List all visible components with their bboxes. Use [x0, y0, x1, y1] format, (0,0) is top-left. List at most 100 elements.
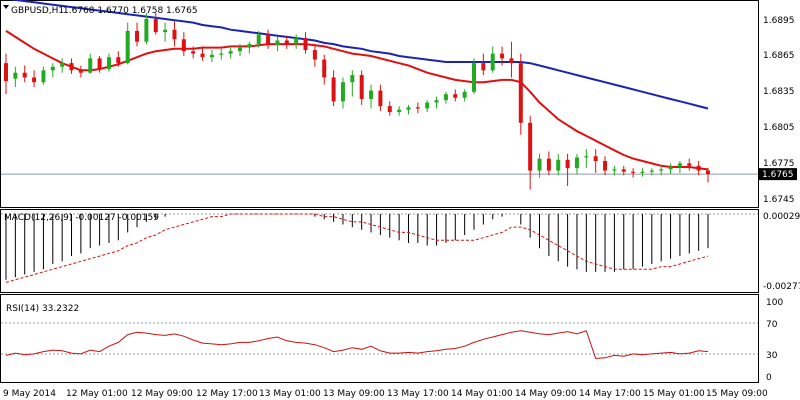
candle-body — [209, 54, 214, 58]
price-tick-label: 1.6805 — [763, 123, 795, 133]
candle-body — [706, 170, 710, 175]
candle-body — [60, 63, 65, 67]
candle-body — [584, 156, 589, 158]
rsi-tick-label: 70 — [766, 320, 778, 330]
candle-body — [266, 34, 271, 46]
candle-body — [649, 170, 654, 172]
macd-signal-line — [5, 213, 709, 283]
macd-signal-group — [5, 213, 709, 283]
rsi-tick-label: 100 — [766, 298, 783, 308]
candle-body — [528, 122, 533, 171]
candle-body — [135, 30, 140, 42]
candle-body — [556, 159, 561, 171]
candle-body — [378, 90, 383, 107]
candle-body — [172, 29, 177, 40]
price-tick-label: 1.6865 — [763, 51, 795, 61]
candle-body — [574, 157, 579, 169]
price-tick-label: 1.6745 — [763, 195, 795, 205]
current-price-label: 1.6765 — [762, 170, 794, 180]
candle-body — [603, 161, 608, 171]
candle-body — [78, 70, 83, 73]
macd-tick-label: -0.00277 — [763, 282, 800, 292]
time-tick-label: 13 May 01:00 — [259, 389, 321, 399]
candle-body — [181, 39, 186, 52]
candle-body — [696, 165, 701, 171]
candle-body — [546, 158, 551, 171]
candle-body — [631, 171, 636, 173]
candle-body — [312, 50, 317, 60]
candle-body — [275, 40, 280, 46]
candle-body — [359, 75, 364, 99]
candle-body — [490, 53, 495, 71]
candle-body — [303, 38, 308, 51]
time-tick-label: 12 May 17:00 — [196, 389, 258, 399]
rsi-line-group — [5, 330, 709, 360]
rsi-label: RSI(14) 33.2322 — [6, 304, 79, 314]
candle-body — [153, 19, 158, 33]
time-tick-label: 15 May 09:00 — [706, 389, 768, 399]
rsi-tick-label: 30 — [766, 351, 778, 361]
candle-body — [462, 91, 467, 98]
candle-body — [32, 77, 37, 83]
candles-group — [4, 13, 710, 190]
time-tick-label: 12 May 01:00 — [66, 389, 128, 399]
price-tick-label: 1.6895 — [763, 16, 795, 26]
candle-body — [369, 90, 374, 99]
candle-body — [322, 59, 327, 78]
ma-slow-line-group — [8, 0, 709, 110]
candle-body — [453, 94, 458, 98]
price-tick-label: 1.6835 — [763, 87, 795, 97]
candle-body — [219, 53, 224, 55]
candle-body — [387, 106, 392, 113]
candle-body — [144, 19, 149, 42]
time-axis: 9 May 2014 12 May 01:00 12 May 09:00 12 … — [3, 389, 768, 399]
candle-body — [13, 72, 18, 79]
time-tick-label: 14 May 17:00 — [579, 389, 641, 399]
price-tick-label: 1.6775 — [763, 159, 795, 169]
symbol-label: GBPUSD,H1 — [11, 6, 64, 16]
candle-body — [687, 163, 692, 166]
time-tick-label: 9 May 2014 — [3, 389, 56, 399]
candle-body — [677, 163, 682, 167]
candle-body — [397, 109, 402, 113]
candle-body — [443, 94, 448, 101]
ma-fast-line-group — [5, 30, 709, 171]
candle-body — [41, 70, 46, 83]
candle-body — [50, 66, 55, 71]
candle-body — [69, 63, 74, 71]
candle-body — [612, 169, 617, 171]
candle-body — [425, 102, 430, 109]
time-tick-label: 13 May 09:00 — [323, 389, 385, 399]
candle-body — [228, 51, 233, 54]
candle-body — [163, 29, 168, 33]
candle-body — [22, 72, 27, 78]
candle-body — [518, 63, 523, 123]
price-axis: 1.6895 1.6865 1.6835 1.6805 1.6775 1.674… — [763, 16, 795, 205]
candle-body — [238, 47, 242, 52]
time-tick-label: 13 May 17:00 — [387, 389, 449, 399]
candle-body — [350, 75, 355, 83]
candle-body — [415, 107, 420, 109]
time-tick-label: 15 May 01:00 — [643, 389, 705, 399]
ma-slow-line — [8, 0, 709, 110]
candle-body — [659, 169, 664, 171]
macd-tick-label: 0.00029 — [763, 212, 800, 222]
candle-body — [284, 40, 289, 45]
candle-body — [125, 30, 130, 64]
candle-body — [668, 166, 673, 170]
time-tick-label: 14 May 01:00 — [451, 389, 513, 399]
candle-body — [472, 63, 476, 92]
candle-body — [406, 107, 411, 110]
candle-body — [640, 171, 645, 173]
candle-body — [4, 63, 8, 82]
ohlc-label: 1.6768 1.6770 1.6758 1.6765 — [63, 6, 198, 16]
candle-body — [331, 77, 336, 102]
macd-panel-frame — [0, 209, 759, 293]
candle-body — [340, 82, 345, 102]
candle-body — [621, 169, 626, 172]
rsi-line — [5, 330, 709, 360]
candle-body — [434, 100, 439, 103]
candle-body — [116, 57, 121, 64]
candle-body — [294, 38, 299, 45]
